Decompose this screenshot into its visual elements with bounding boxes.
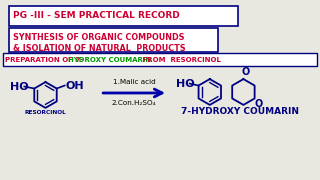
Text: RESORCINOL: RESORCINOL xyxy=(25,110,66,115)
Bar xyxy=(9,6,238,26)
Bar xyxy=(9,28,218,52)
Text: O: O xyxy=(241,67,250,77)
Text: HO: HO xyxy=(176,78,194,89)
Text: FROM  RESORCINOL: FROM RESORCINOL xyxy=(140,57,221,63)
Text: 1.Malic acid: 1.Malic acid xyxy=(113,79,156,85)
Text: HO: HO xyxy=(10,82,29,91)
Text: O: O xyxy=(254,99,263,109)
Text: OH: OH xyxy=(66,80,84,91)
Text: 7-HYDROXY COUMARIN: 7-HYDROXY COUMARIN xyxy=(181,107,299,116)
Text: & ISOLATION OF NATURAL  PRODUCTS: & ISOLATION OF NATURAL PRODUCTS xyxy=(13,44,185,53)
Bar xyxy=(3,53,317,66)
Text: PREPARATION OF 7-: PREPARATION OF 7- xyxy=(5,57,85,63)
Text: PG -III - SEM PRACTICAL RECORD: PG -III - SEM PRACTICAL RECORD xyxy=(13,11,180,20)
Text: 2.Con.H₂SO₄: 2.Con.H₂SO₄ xyxy=(112,100,156,106)
Text: HYDROXY COUMARIN: HYDROXY COUMARIN xyxy=(68,57,152,63)
Text: SYNTHESIS OF ORGANIC COMPOUNDS: SYNTHESIS OF ORGANIC COMPOUNDS xyxy=(13,33,184,42)
